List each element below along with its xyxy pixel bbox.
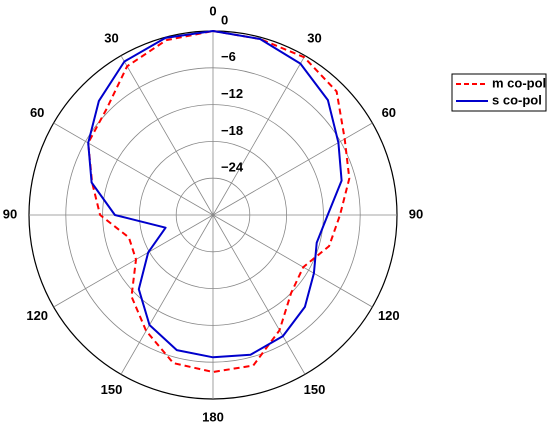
r-tick-label: −18 <box>221 123 243 138</box>
r-tick-label: 0 <box>221 12 228 27</box>
spoke-line <box>212 214 306 375</box>
spoke-line <box>212 122 373 216</box>
spoke-line <box>120 55 214 216</box>
theta-tick-label: 60 <box>382 105 396 120</box>
legend-label: m co-pol <box>492 75 546 90</box>
r-tick-label: −12 <box>221 86 243 101</box>
theta-tick-label: 120 <box>378 308 400 323</box>
theta-tick-label: 150 <box>304 382 326 397</box>
theta-tick-label: 90 <box>3 206 17 221</box>
theta-tick-label: 30 <box>307 31 321 46</box>
theta-tick-label: 0 <box>209 3 216 18</box>
grid-ring <box>175 177 251 253</box>
grid-ring <box>138 140 287 289</box>
legend-box <box>451 73 547 112</box>
r-tick-label: −6 <box>221 49 236 64</box>
theta-tick-label: 150 <box>101 382 123 397</box>
theta-tick-label: 90 <box>409 206 423 221</box>
legend-label: s co-pol <box>492 92 542 107</box>
spoke-line <box>120 214 214 375</box>
r-tick-label: −24 <box>221 160 244 175</box>
theta-tick-label: 180 <box>202 409 224 424</box>
series-line <box>87 30 351 373</box>
theta-tick-label: 60 <box>30 105 44 120</box>
grid-ring <box>65 67 361 363</box>
series-line <box>87 30 343 359</box>
spoke-line <box>212 55 306 216</box>
theta-tick-label: 30 <box>104 31 118 46</box>
spoke-line <box>212 214 373 308</box>
grid-ring <box>102 104 324 326</box>
spoke-line <box>53 122 214 216</box>
spoke-line <box>53 214 214 308</box>
theta-tick-label: 120 <box>26 308 48 323</box>
